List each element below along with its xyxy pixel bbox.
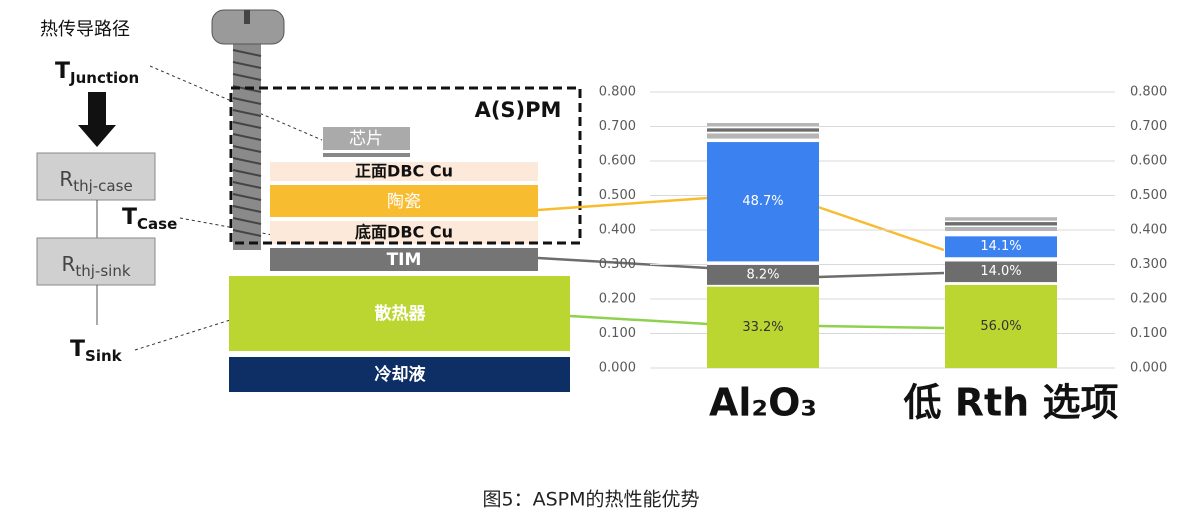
t-junction: TJunction — [55, 59, 139, 87]
y-tick-label: 0.500 — [599, 188, 636, 203]
screw-slot — [244, 10, 250, 24]
t-sink: TSink — [70, 337, 123, 365]
y2-tick-label: 0.100 — [1130, 326, 1167, 341]
ceramic-layer — [270, 185, 538, 217]
y-tick-label: 0.600 — [599, 154, 636, 169]
r-case-box — [36, 152, 156, 201]
share-label: 56.0% — [980, 319, 1021, 334]
bar-segment — [707, 142, 819, 262]
connectors — [537, 196, 945, 330]
bottom-dbc-label: 底面DBC Cu — [355, 223, 453, 242]
heatsink-label: 散热器 — [375, 303, 427, 324]
y2-tick-label: 0.700 — [1130, 119, 1167, 134]
y2-tick-label: 0.500 — [1130, 188, 1167, 203]
chip-layer — [323, 127, 410, 150]
bar-segment — [945, 284, 1057, 368]
bar-segment — [945, 222, 1057, 226]
bar-segment — [707, 138, 819, 143]
coolant-layer — [229, 357, 570, 392]
tim-label: TIM — [387, 250, 422, 270]
bar-segment — [707, 284, 819, 287]
bar-segment — [945, 257, 1057, 262]
path-title: 热传导路径 — [40, 19, 130, 40]
bar-segment — [945, 220, 1057, 223]
y-tick-label: 0.700 — [599, 119, 636, 134]
y2-tick-label: 0.000 — [1130, 361, 1167, 376]
y-tick-label: 0.300 — [599, 257, 636, 272]
bar-segment — [945, 225, 1057, 227]
bar-segment — [707, 126, 819, 129]
y-tick-label: 0.400 — [599, 223, 636, 238]
module-box — [229, 86, 582, 245]
r-case: Rthj-case — [59, 167, 132, 195]
bar-segment — [945, 282, 1057, 285]
y2-tick-label: 0.800 — [1130, 85, 1167, 100]
caption: 图5：ASPM的热性能优势 — [483, 489, 700, 511]
bar-segment — [707, 264, 819, 285]
chart: 0.000 0.100 0.200 0.300 0.400 0.500 0.600 0.700… — [599, 85, 1167, 425]
share-label: 48.7% — [742, 194, 783, 209]
screw-thread — [232, 49, 262, 237]
y-tick-label: 0.000 — [599, 361, 636, 376]
bar-segment — [945, 217, 1057, 221]
top-dbc-label: 正面DBC Cu — [355, 162, 453, 181]
share-label: 14.1% — [980, 239, 1021, 254]
ceramic-label: 陶瓷 — [387, 192, 421, 212]
coolant-label: 冷却液 — [375, 364, 426, 385]
y2-tick-label: 0.200 — [1130, 292, 1167, 307]
chip-label: 芯片 — [349, 129, 383, 149]
y-tick-label: 0.200 — [599, 292, 636, 307]
bar-segment — [945, 236, 1057, 258]
heatsink-layer — [229, 276, 570, 351]
bar-segment — [707, 261, 819, 265]
x-tick-label: Al₂O₃ — [709, 381, 817, 425]
share-label: 14.0% — [980, 264, 1021, 279]
share-label: 8.2% — [746, 267, 779, 282]
x-tick-label: 低 Rth 选项 — [904, 381, 1119, 425]
bar-segment — [707, 133, 819, 139]
bar-segment — [945, 231, 1057, 237]
y2-tick-label: 0.300 — [1130, 257, 1167, 272]
y-tick-label: 0.100 — [599, 326, 636, 341]
bar-segment — [945, 261, 1057, 283]
r-sink-box — [36, 237, 156, 286]
bar-segment — [707, 286, 819, 368]
r-sink: Rthj-sink — [61, 252, 130, 280]
bottom-dbc-layer — [270, 221, 538, 244]
top-dbc-layer — [270, 162, 538, 181]
bar-segment — [707, 131, 819, 134]
y-tick-label: 0.800 — [599, 85, 636, 100]
y2-tick-label: 0.400 — [1130, 223, 1167, 238]
bar-segment — [707, 128, 819, 132]
bar-segment — [707, 123, 819, 127]
leader — [149, 65, 323, 141]
module-label: A(S)PM — [475, 98, 562, 122]
tim-layer — [270, 248, 538, 271]
share-label: 33.2% — [742, 320, 783, 335]
arrow-down — [78, 92, 116, 147]
solder-layer — [323, 153, 410, 157]
bar-segment — [945, 226, 1057, 232]
t-case: TCase — [122, 205, 177, 233]
y2-tick-label: 0.600 — [1130, 154, 1167, 169]
